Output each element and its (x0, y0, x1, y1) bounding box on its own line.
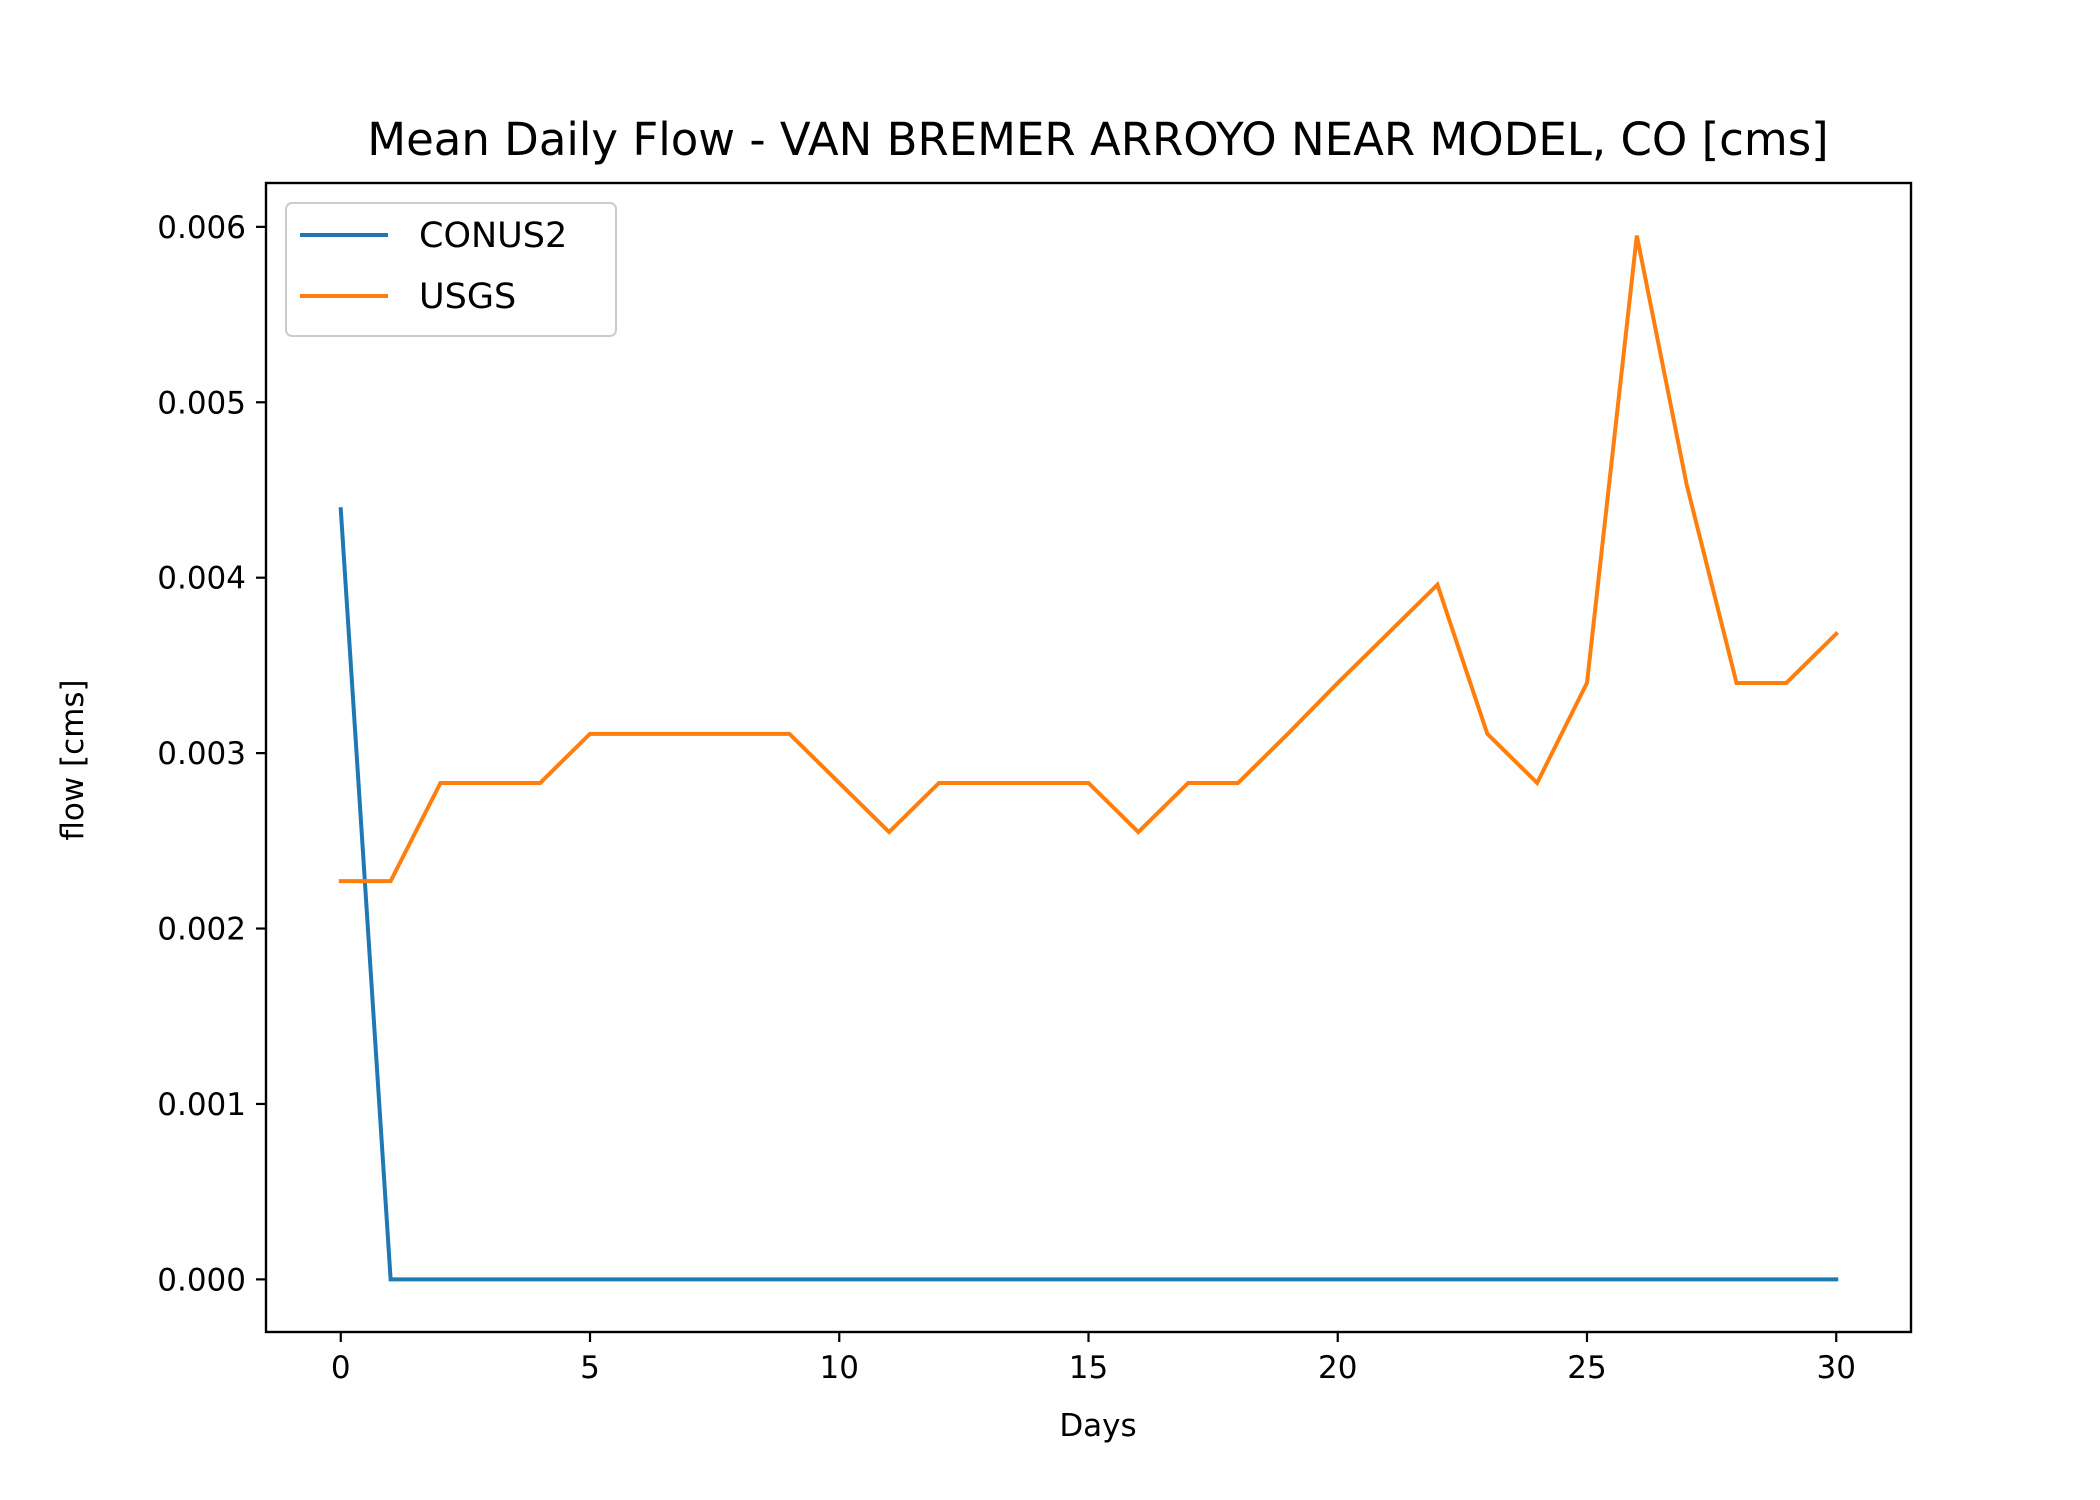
y-tick-label: 0.002 (157, 912, 246, 948)
plot-frame (264, 181, 1913, 1334)
y-tick-label: 0.004 (157, 561, 246, 597)
legend: CONUS2 USGS (285, 202, 617, 337)
series-line-usgs (338, 235, 1840, 884)
y-tick-label: 0.005 (157, 385, 246, 421)
y-tick-label: 0.001 (157, 1087, 246, 1123)
y-tick-label: 0.000 (157, 1262, 246, 1298)
series-line-conus2 (338, 507, 1839, 1282)
y-axis-label: flow [cms] (55, 679, 91, 840)
y-tick-label: 0.006 (157, 210, 246, 246)
x-tick-label: 15 (1069, 1350, 1108, 1386)
legend-label-usgs: USGS (419, 277, 516, 317)
y-tick-label: 0.003 (157, 736, 246, 772)
x-axis: 0 5 10 15 20 25 30 (331, 1332, 1856, 1386)
x-tick-label: 10 (820, 1350, 859, 1386)
x-tick-label: 0 (331, 1350, 351, 1386)
x-axis-label: Days (1059, 1408, 1136, 1444)
x-tick-label: 5 (580, 1350, 600, 1386)
x-tick-label: 25 (1567, 1350, 1606, 1386)
y-axis: 0.000 0.001 0.002 0.003 0.004 0.005 0.006 (157, 210, 266, 1298)
legend-label-conus2: CONUS2 (419, 216, 567, 256)
x-tick-label: 30 (1817, 1350, 1856, 1386)
chart-title: Mean Daily Flow - VAN BREMER ARROYO NEAR… (367, 113, 1828, 166)
x-tick-label: 20 (1318, 1350, 1357, 1386)
series-layer (338, 235, 1840, 1282)
